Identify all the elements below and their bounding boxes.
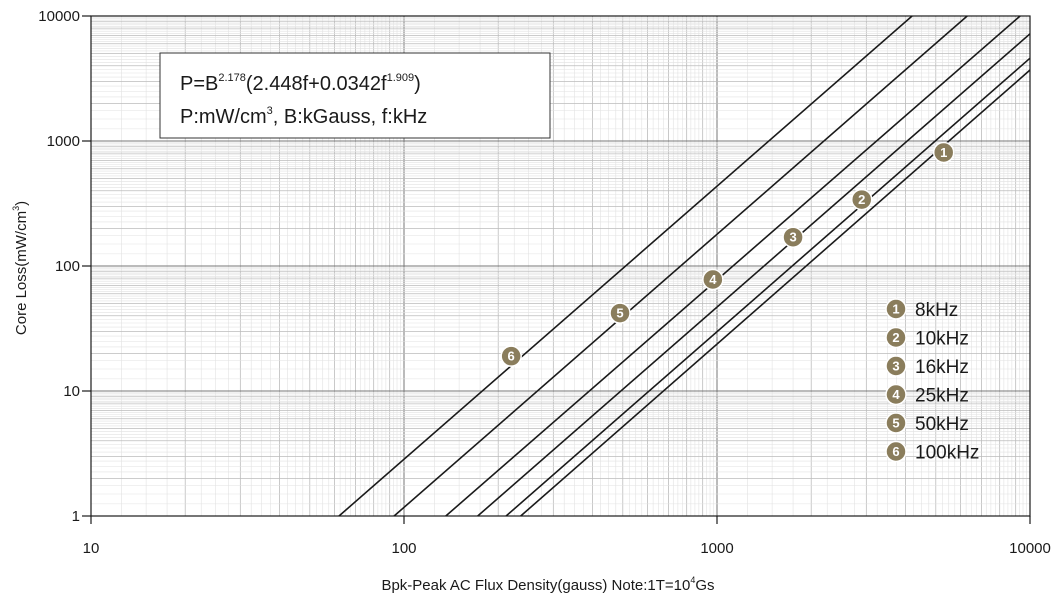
series-marker-label: 3 (789, 230, 796, 245)
legend-marker (885, 298, 907, 320)
legend-label: 25kHz (915, 386, 969, 407)
x-tick-label: 100 (391, 540, 416, 557)
formula-box: P=B2.178(2.448f+0.0342f1.909) P:mW/cm3, … (159, 52, 551, 139)
legend-item-16kHz: 3 16kHz (885, 355, 969, 378)
legend-item-10kHz: 2 10kHz (885, 326, 969, 350)
legend-label: 10kHz (915, 329, 969, 350)
series-marker-circle (702, 268, 724, 291)
x-axis-title-exponent: 4 (690, 575, 695, 585)
series-marker-25kHz: 4 (702, 268, 724, 291)
legend-item-50kHz: 5 50kHz (885, 412, 969, 435)
legend-marker-label: 3 (892, 359, 899, 374)
series-line-16kHz (477, 33, 1031, 517)
legend-item-8kHz: 1 8kHz (885, 298, 958, 321)
series-marker-circle (782, 226, 804, 248)
legend-label: 16kHz (915, 357, 969, 378)
formula-box-border (159, 52, 551, 139)
legend-item-25kHz: 4 25kHz (885, 383, 969, 407)
y-axis-title-main: Core Loss(mW/cm (13, 211, 30, 335)
series-marker-label: 2 (858, 192, 865, 207)
x-tick-label: 1000 (700, 540, 733, 557)
legend-label: 8kHz (915, 300, 958, 321)
y-tick-label: 10000 (38, 8, 80, 25)
series-line-10kHz (505, 57, 1031, 517)
legend-item-100kHz: 6 100kHz (885, 440, 979, 464)
series-marker-circle (609, 302, 631, 324)
legend-marker-label: 6 (892, 444, 899, 459)
series-line-50kHz (393, 15, 968, 517)
formula-units-exponent: 3 (267, 105, 273, 117)
formula-eq-part-a: P=B (180, 73, 218, 95)
series-line-25kHz (445, 15, 1021, 517)
formula-eq-exponent-b: 1.909 (387, 72, 415, 84)
y-axis-title: Core Loss(mW/cm3) (11, 201, 30, 335)
formula-eq-exponent-a: 2.178 (218, 72, 246, 84)
legend-marker-label: 1 (892, 302, 899, 317)
grid (90, 15, 1031, 517)
series-marker-8kHz: 1 (932, 141, 955, 164)
series-markers: 1 2 3 4 5 6 (500, 141, 955, 367)
formula-eq-part-c: ) (414, 73, 421, 95)
y-tick-label: 1 (72, 508, 80, 525)
series-marker-16kHz: 3 (782, 226, 804, 248)
x-tick-label: 10000 (1009, 540, 1051, 557)
formula-units-part-b: , B:kGauss, f:kHz (273, 106, 427, 128)
legend-marker-label: 4 (892, 387, 900, 402)
legend-label: 100kHz (915, 443, 979, 464)
legend-marker-label: 2 (892, 330, 899, 345)
legend-marker (885, 355, 907, 377)
legend: 1 8kHz 2 10kHz 3 16kHz 4 25kHz 5 50kHz 6 100kHz (885, 298, 979, 464)
series-marker-label: 1 (940, 145, 947, 160)
legend-marker (885, 440, 907, 463)
series-marker-circle (932, 141, 955, 164)
y-tick-label: 1000 (47, 133, 80, 150)
series-marker-circle (850, 188, 873, 211)
y-tick-label: 100 (55, 258, 80, 275)
legend-marker (885, 326, 907, 349)
x-axis-title-suffix: Gs (695, 577, 714, 594)
series-marker-50kHz: 5 (609, 302, 631, 324)
y-axis-title-exponent: 3 (11, 206, 21, 211)
legend-marker (885, 412, 907, 434)
formula-eq-part-b: (2.448f+0.0342f (246, 73, 387, 95)
series-marker-circle (500, 345, 522, 367)
x-axis-title-main: Bpk-Peak AC Flux Density(gauss) Note:1T=… (381, 577, 690, 594)
series-marker-100kHz: 6 (500, 345, 522, 367)
y-tick-label: 10 (63, 383, 80, 400)
series-line-100kHz (338, 15, 913, 517)
legend-marker-label: 5 (892, 416, 899, 431)
series-marker-label: 4 (709, 272, 717, 287)
legend-label: 50kHz (915, 414, 969, 435)
legend-marker (885, 383, 907, 406)
series-marker-label: 5 (616, 306, 623, 321)
formula-units: P:mW/cm3, B:kGauss, f:kHz (180, 105, 427, 128)
x-axis-title: Bpk-Peak AC Flux Density(gauss) Note:1T=… (381, 575, 714, 594)
formula-units-part-a: P:mW/cm (180, 106, 267, 128)
series-marker-10kHz: 2 (850, 188, 873, 211)
series-marker-label: 6 (508, 349, 515, 364)
formula-equation: P=B2.178(2.448f+0.0342f1.909) (180, 72, 421, 95)
y-axis-title-suffix: ) (13, 201, 30, 206)
x-tick-label: 10 (83, 540, 100, 557)
